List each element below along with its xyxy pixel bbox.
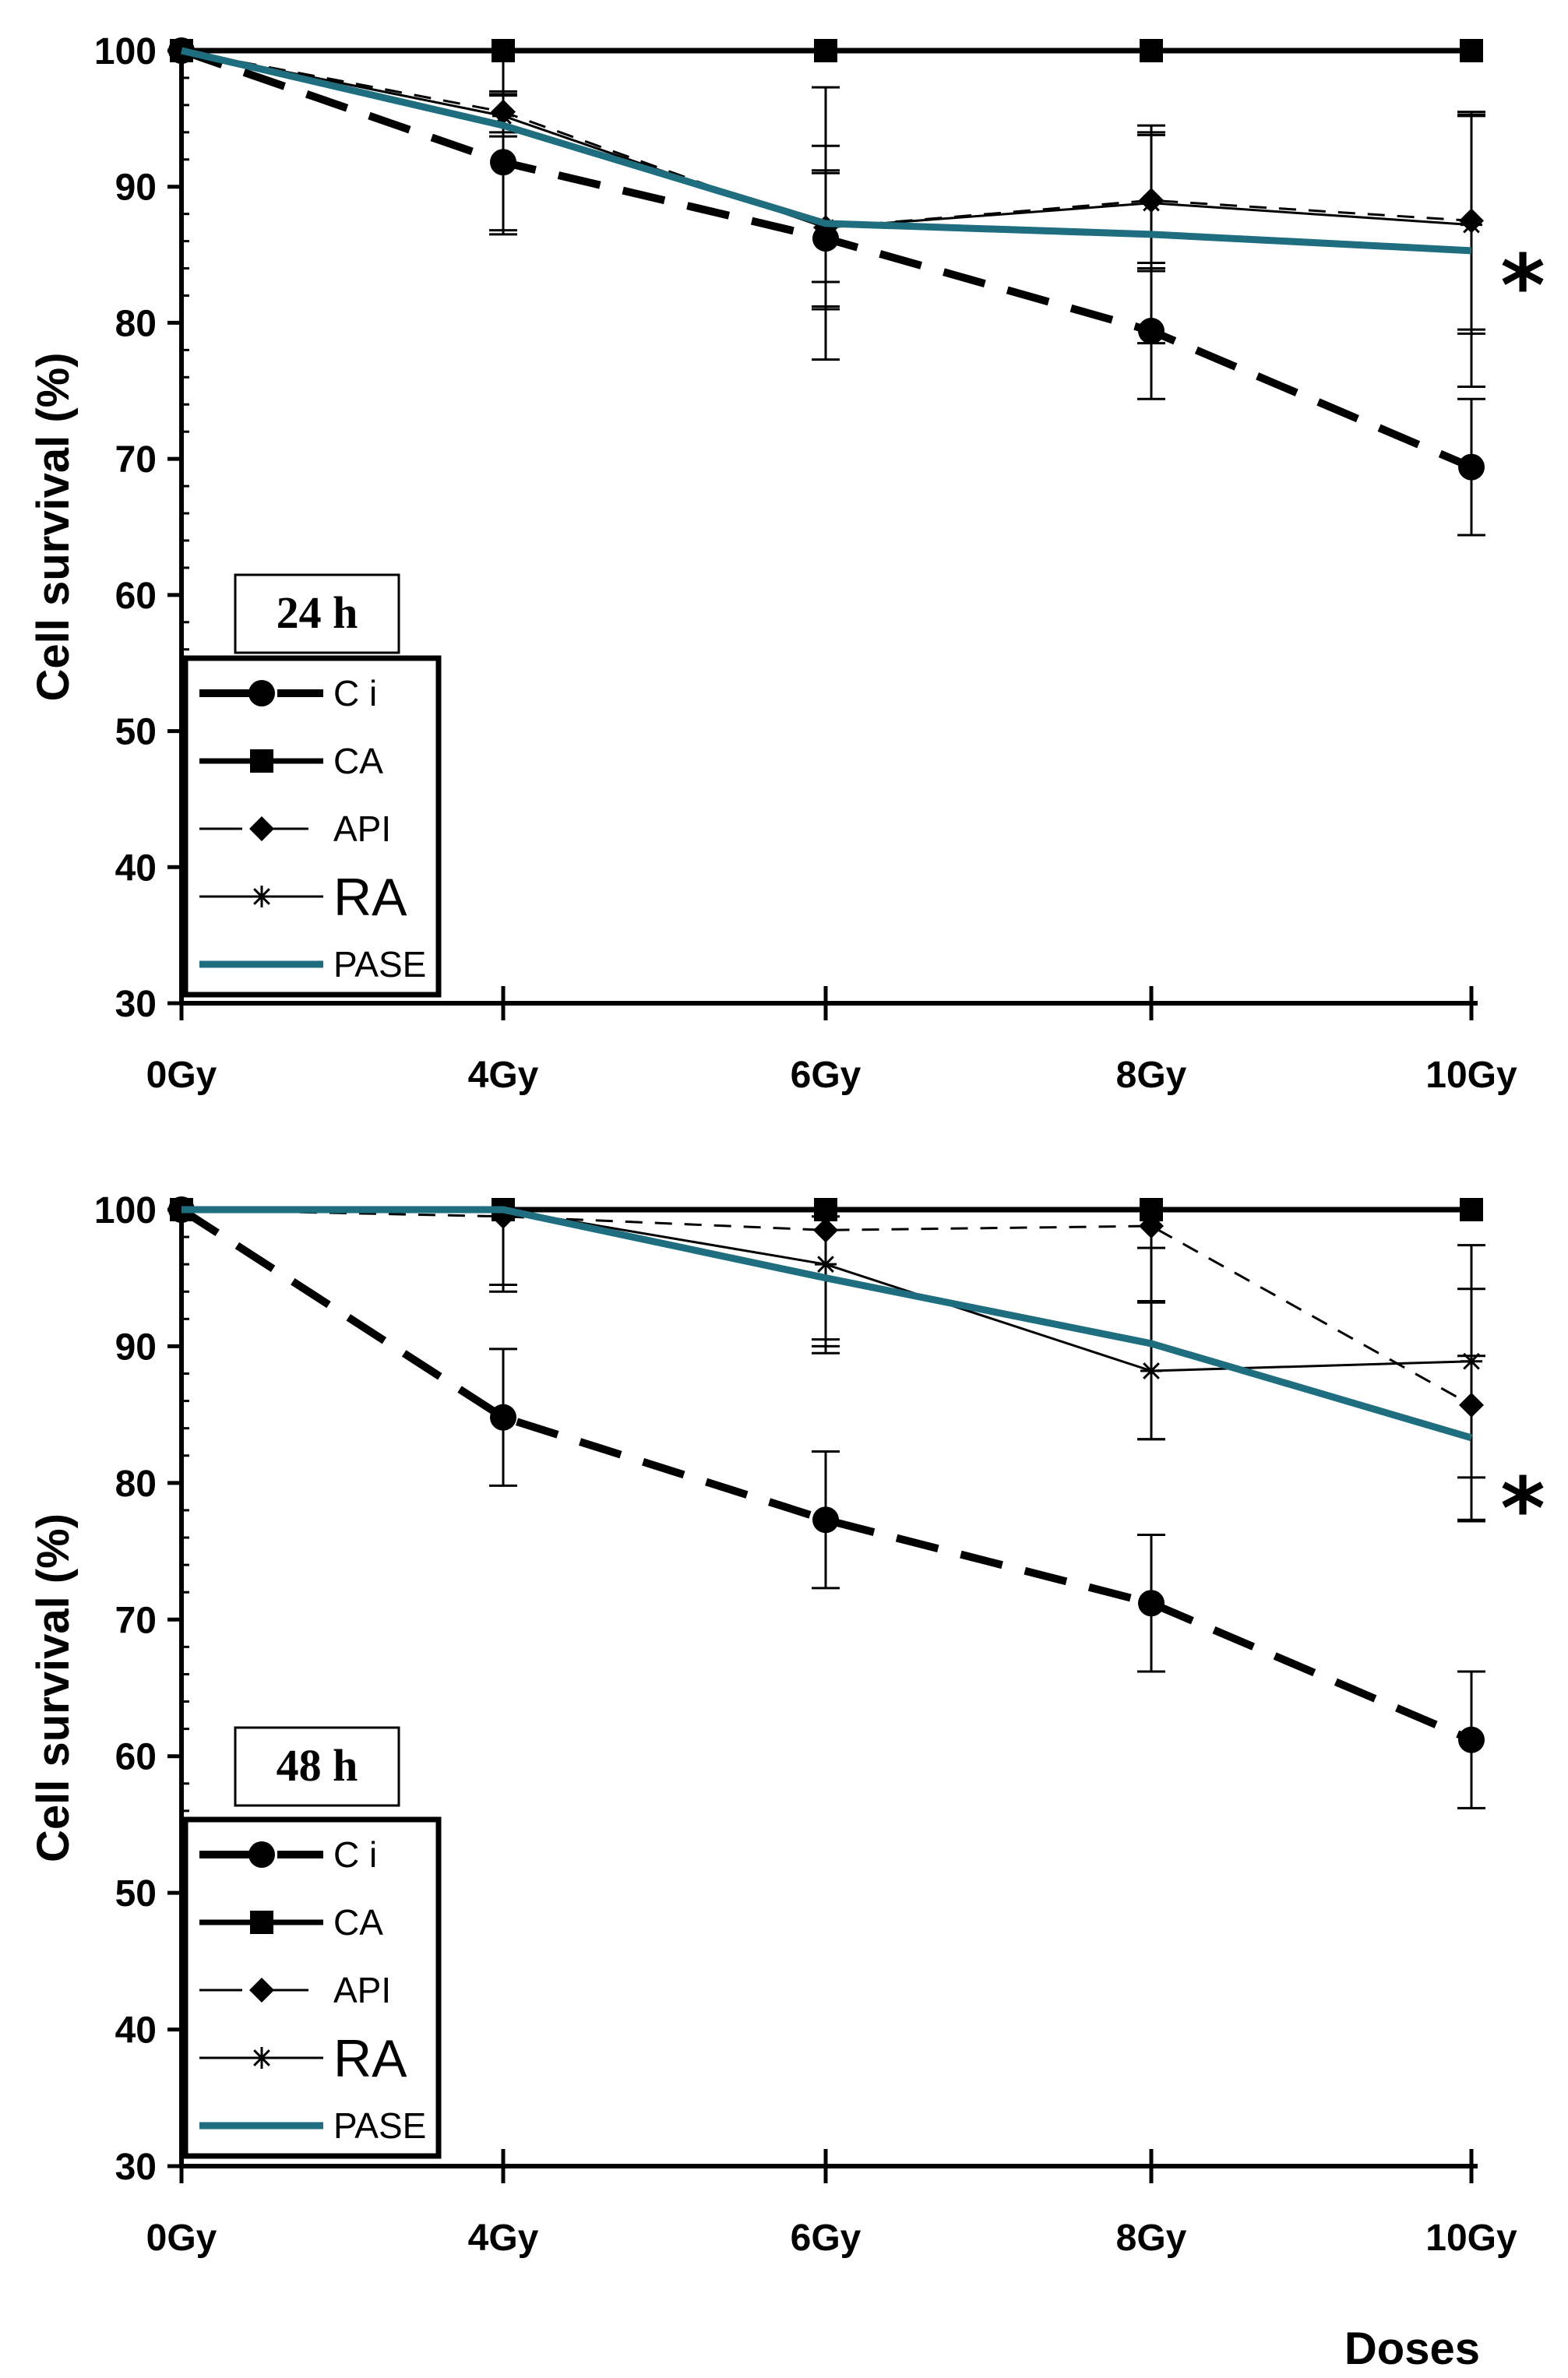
y-tick-label: 90 bbox=[115, 167, 157, 209]
x-tick-label: 4Gy bbox=[468, 1055, 539, 1096]
x-tick-label: 0Gy bbox=[146, 1055, 217, 1096]
data-point bbox=[1138, 1590, 1165, 1617]
legend: C i CA API RA PASE bbox=[182, 1816, 442, 2159]
y-tick-label: 50 bbox=[115, 712, 157, 753]
y-tick-label: 100 bbox=[94, 1190, 157, 1231]
chart-panel-2: 30 40 50 60 70 80 90 100 0Gy 4Gy 6Gy 8Gy 10Gy Cell su… bbox=[28, 1190, 1545, 2374]
significance-star: * bbox=[1500, 1459, 1545, 1559]
data-point bbox=[814, 39, 837, 62]
data-point bbox=[1458, 453, 1485, 481]
legend-label: PASE bbox=[333, 944, 426, 985]
data-point bbox=[490, 1404, 516, 1431]
time-label: 24 h bbox=[277, 587, 358, 638]
series-line bbox=[181, 1206, 1473, 1442]
x-tick-label: 10Gy bbox=[1425, 2218, 1517, 2259]
time-label-box bbox=[234, 573, 400, 654]
series-pase bbox=[181, 1206, 1485, 1521]
legend-label: CA bbox=[333, 1902, 383, 1943]
y-tick-label: 70 bbox=[115, 439, 157, 481]
series-ra bbox=[171, 40, 1485, 335]
x-tick-label: 4Gy bbox=[468, 2218, 539, 2259]
data-point bbox=[1460, 1198, 1483, 1221]
chart-panel-1: 30 40 50 60 70 80 90 100 0Gy 4Gy 6Gy 8Gy 10Gy Cell su… bbox=[28, 31, 1545, 1096]
x-tick-label: 8Gy bbox=[1116, 2218, 1187, 2259]
series-ca bbox=[170, 39, 1483, 62]
legend-marker bbox=[250, 749, 273, 773]
legend-label: API bbox=[333, 1970, 391, 2010]
legend-label: API bbox=[333, 809, 391, 849]
data-point bbox=[812, 1506, 839, 1534]
y-tick-label: 30 bbox=[115, 984, 157, 1025]
legend-label: C i bbox=[333, 1834, 377, 1875]
legend-label: RA bbox=[333, 2029, 407, 2088]
y-tick-label: 40 bbox=[115, 847, 157, 889]
y-tick-label: 80 bbox=[115, 1464, 157, 1505]
x-axis-label: Doses bbox=[1344, 2323, 1480, 2374]
legend-box bbox=[182, 1816, 442, 2159]
y-tick-label: 60 bbox=[115, 576, 157, 617]
x-tick-label: 10Gy bbox=[1425, 1055, 1517, 1096]
y-axis-label: Cell survival (%) bbox=[28, 352, 79, 701]
x-tick-label: 6Gy bbox=[791, 1055, 862, 1096]
significance-star: * bbox=[1500, 236, 1545, 336]
x-tick-label: 0Gy bbox=[146, 2218, 217, 2259]
legend-marker bbox=[251, 2047, 273, 2069]
y-tick-label: 40 bbox=[115, 2010, 157, 2052]
legend-marker bbox=[249, 1978, 274, 2003]
x-tick-label: 8Gy bbox=[1116, 1055, 1187, 1096]
y-tick-label: 50 bbox=[115, 1873, 157, 1915]
data-point bbox=[1140, 39, 1163, 62]
series-line bbox=[181, 1208, 1472, 1407]
series-line bbox=[180, 47, 1472, 255]
legend-marker bbox=[250, 1911, 273, 1934]
legend-label: PASE bbox=[333, 2105, 426, 2146]
data-point bbox=[1139, 1214, 1164, 1239]
legend-label: CA bbox=[333, 741, 383, 781]
legend-label: RA bbox=[333, 868, 407, 927]
y-tick-label: 100 bbox=[94, 31, 157, 72]
time-label: 48 h bbox=[277, 1740, 358, 1791]
y-tick-label: 30 bbox=[115, 2147, 157, 2188]
legend-box bbox=[182, 655, 442, 998]
y-tick-label: 70 bbox=[115, 1600, 157, 1641]
legend: C i CA API RA PASE bbox=[182, 655, 442, 998]
time-label-box bbox=[234, 1726, 400, 1807]
legend-marker bbox=[248, 680, 275, 706]
legend-marker bbox=[249, 816, 274, 841]
legend-marker bbox=[251, 886, 273, 907]
series-ra bbox=[171, 1199, 1485, 1479]
series-api bbox=[169, 38, 1485, 331]
x-tick-label: 6Gy bbox=[791, 2218, 862, 2259]
series-api bbox=[169, 1197, 1485, 1523]
series-pase bbox=[180, 47, 1485, 389]
data-point bbox=[1458, 1726, 1485, 1753]
legend-label: C i bbox=[333, 673, 377, 713]
legend-marker bbox=[248, 1841, 275, 1868]
y-axis-label: Cell survival (%) bbox=[28, 1513, 79, 1862]
series-line bbox=[181, 49, 1472, 229]
y-tick-label: 80 bbox=[115, 303, 157, 344]
data-point bbox=[1460, 39, 1483, 62]
y-tick-label: 90 bbox=[115, 1326, 157, 1368]
y-tick-label: 60 bbox=[115, 1737, 157, 1778]
